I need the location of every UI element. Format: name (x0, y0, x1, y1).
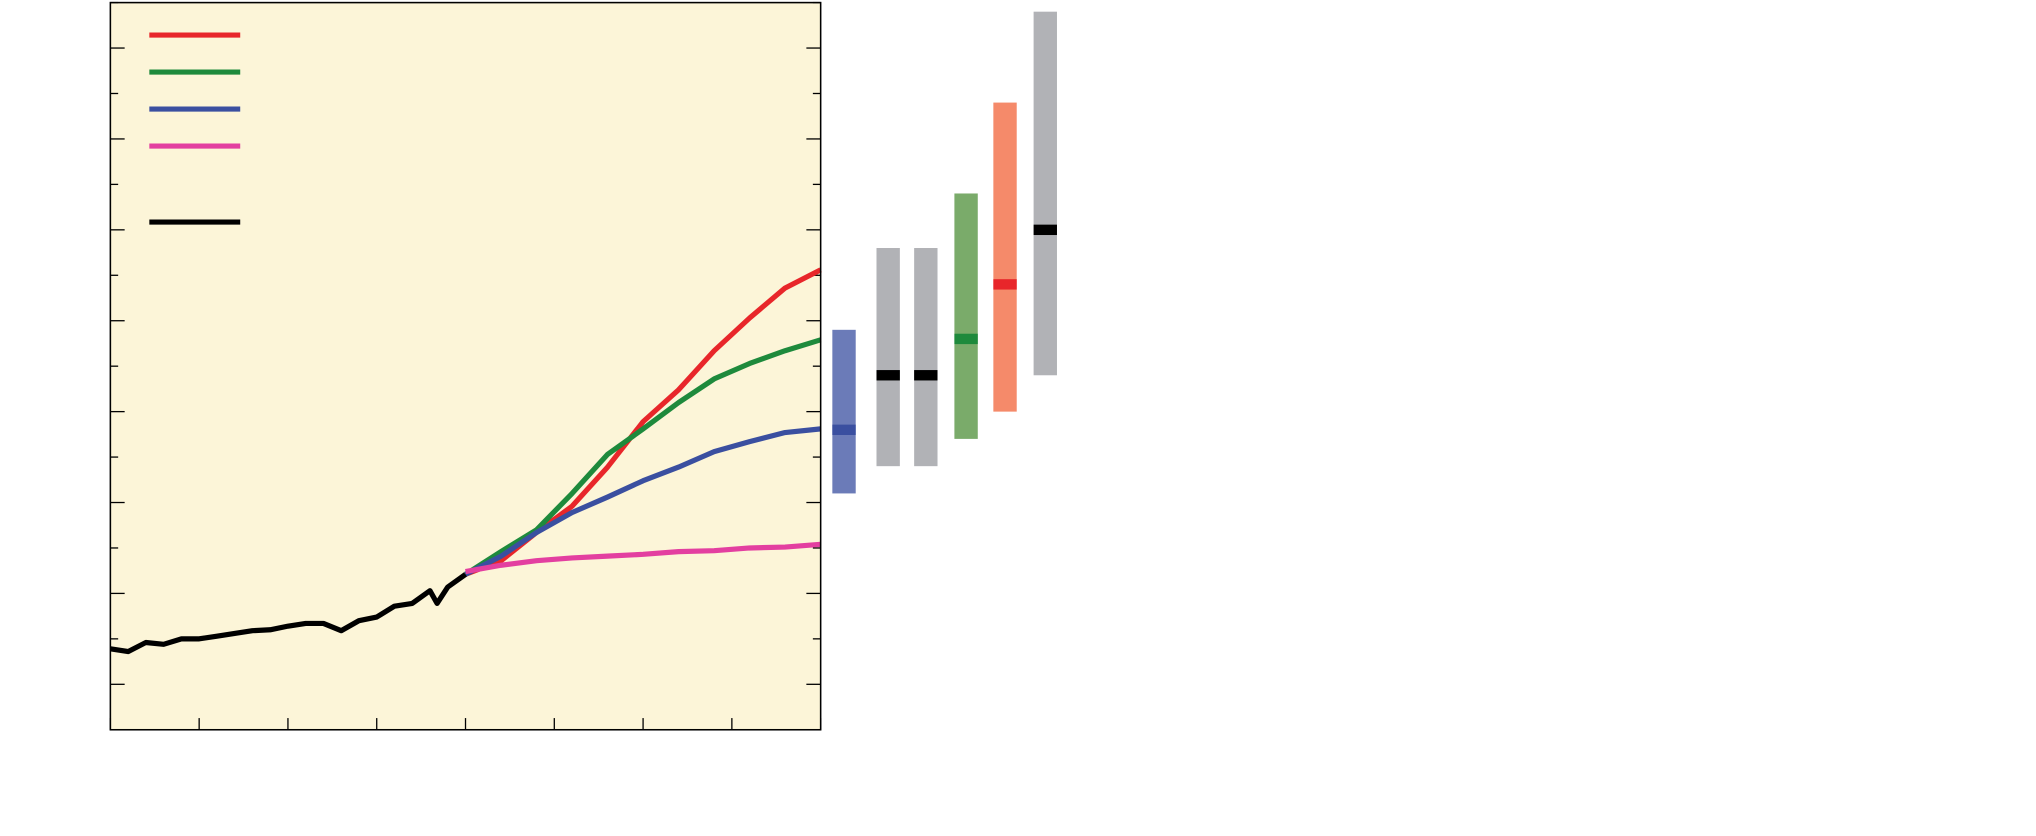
range-bar (954, 193, 978, 439)
range-mid (1033, 224, 1057, 236)
plot-group (109, 1, 1057, 731)
range-bar (914, 248, 938, 467)
plot-frame (109, 1, 822, 731)
range-bar (876, 248, 900, 467)
range-mid (876, 370, 900, 381)
range-bar (832, 329, 856, 494)
range-mid (993, 279, 1017, 290)
series-line (464, 426, 821, 577)
series-line (464, 337, 822, 577)
range-bar (993, 102, 1017, 412)
range-mid (914, 370, 938, 381)
range-mid (832, 424, 856, 435)
series-line (109, 572, 468, 655)
range-mid (954, 333, 978, 345)
series-line (465, 541, 821, 575)
range-bar (1033, 11, 1057, 376)
